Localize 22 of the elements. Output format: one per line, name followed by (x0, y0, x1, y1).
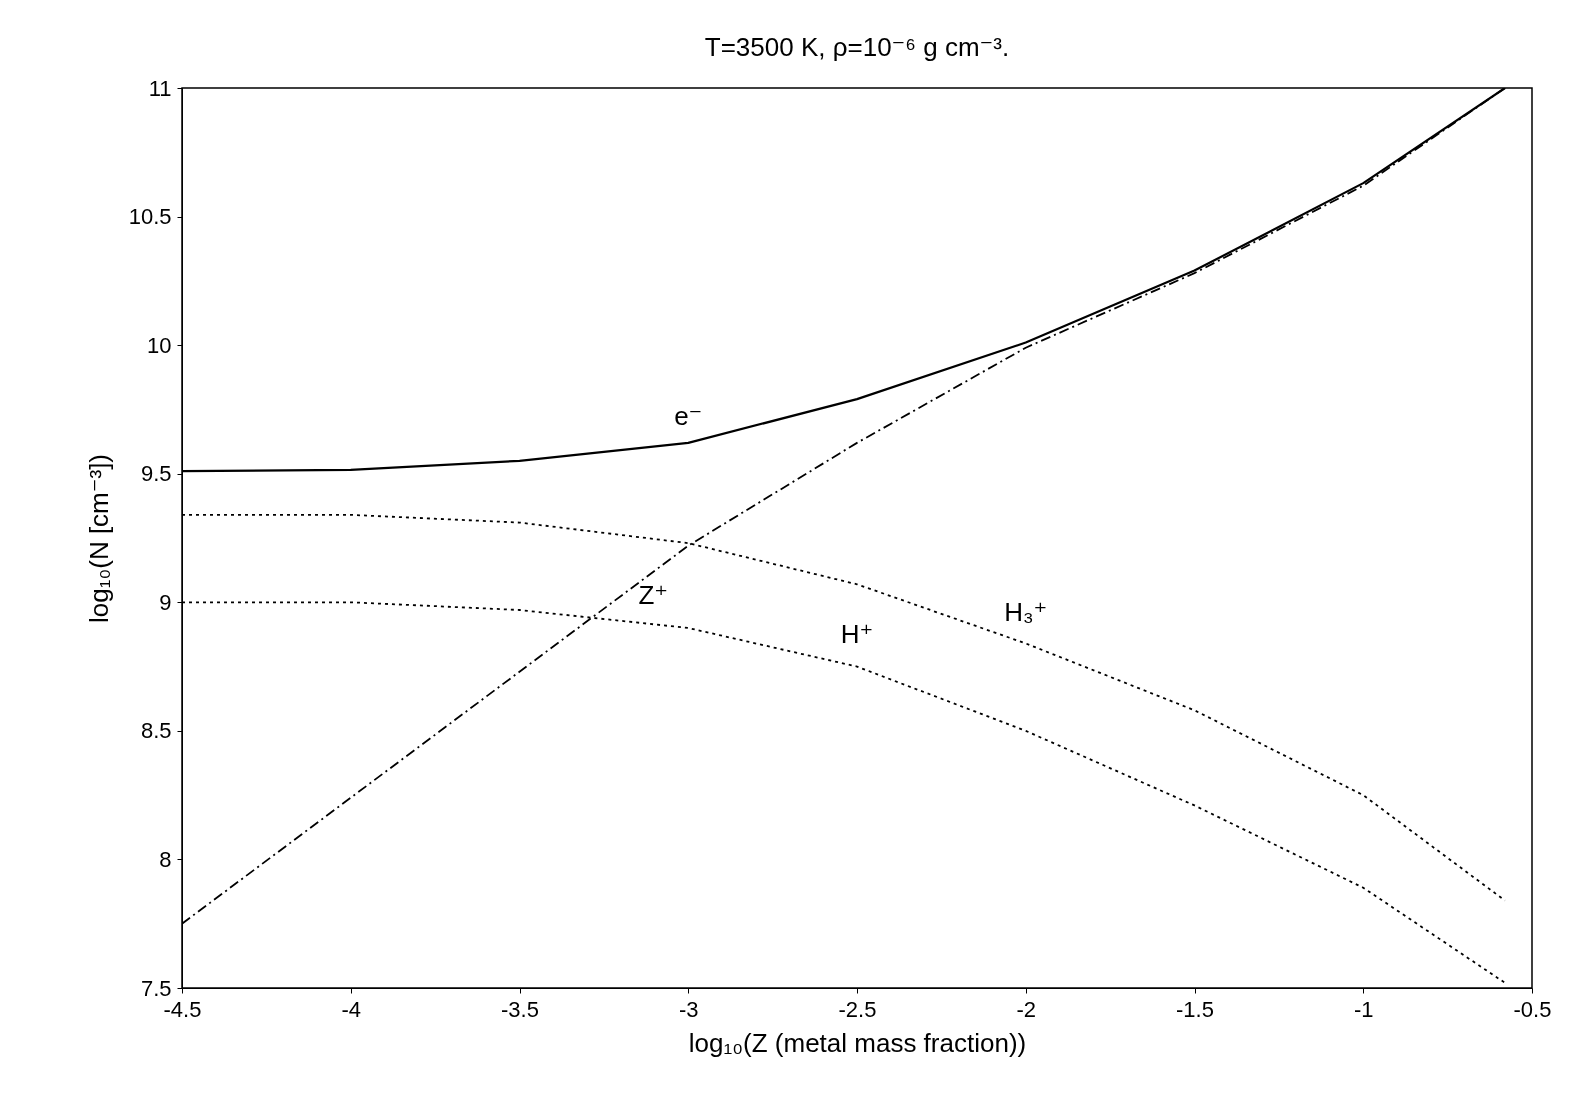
y-tick-label: 10 (147, 332, 172, 358)
x-tick-label: -0.5 (1513, 996, 1552, 1022)
x-tick-label: -3.5 (501, 996, 539, 1022)
y-tick-label: 8 (159, 846, 172, 872)
x-tick-label: -2 (1016, 996, 1037, 1022)
x-tick-label: -3 (678, 996, 699, 1022)
x-tick-label: -4 (341, 996, 362, 1022)
y-tick-label: 10.5 (128, 204, 172, 230)
series-label: H⁺ (840, 618, 874, 649)
y-axis-title: log₁₀(N [cm⁻³]) (83, 453, 114, 624)
y-tick-label: 11 (148, 75, 172, 101)
y-tick-label: 9.5 (140, 461, 172, 487)
x-axis-title: log₁₀(Z (metal mass fraction)) (688, 1027, 1027, 1058)
series-label: H₃⁺ (1004, 597, 1048, 628)
series-label: Z⁺ (638, 579, 669, 610)
series-label: e⁻ (674, 400, 703, 431)
x-tick-label: -1 (1353, 996, 1374, 1022)
x-tick-label: -1.5 (1176, 996, 1214, 1022)
y-tick-label: 8.5 (140, 718, 172, 744)
chart-title: T=3500 K, ρ=10⁻⁶ g cm⁻³. (704, 32, 1010, 62)
x-tick-label: -2.5 (838, 996, 877, 1022)
y-tick-label: 9 (159, 589, 172, 615)
